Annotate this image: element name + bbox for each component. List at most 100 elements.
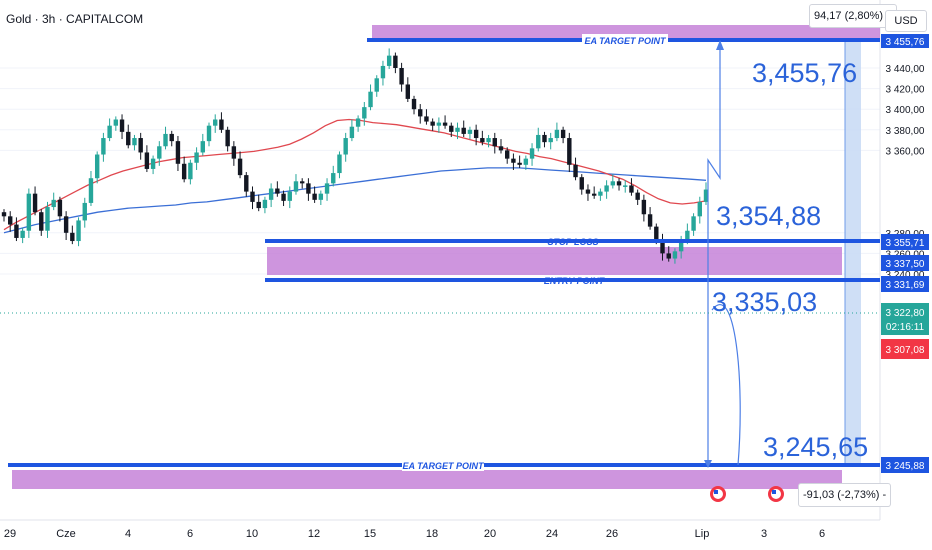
candle-body — [150, 158, 156, 169]
x-tick-label: 10 — [246, 528, 258, 540]
candle-body — [200, 141, 205, 153]
candle-body — [560, 129, 566, 139]
price-tags: 3 455,76 3 355,71 3 337,50 3 331,69 3 32… — [881, 34, 929, 473]
tag-current-price-text: 3 322,80 — [886, 308, 925, 319]
candle-body — [666, 253, 671, 259]
candle-body — [82, 202, 87, 221]
candle-body — [554, 129, 560, 139]
tag-stop-loss — [881, 234, 929, 250]
candle-body — [697, 201, 702, 217]
entry-zone — [267, 247, 842, 275]
y-tick-label: 3 380,00 — [886, 126, 925, 137]
us-flag-event-icon[interactable] — [710, 486, 726, 502]
candle-body — [250, 191, 255, 202]
candle-body — [299, 181, 305, 184]
candle-body — [678, 241, 684, 252]
candle-body — [225, 129, 230, 147]
candle-body — [585, 189, 591, 194]
candle-body — [213, 119, 218, 126]
candle-body — [511, 158, 516, 163]
candle-body — [529, 148, 535, 159]
tag-countdown-text: 02:16:11 — [886, 322, 925, 333]
candle-body — [206, 125, 212, 142]
candle-body — [374, 78, 379, 92]
candle-body — [548, 138, 553, 143]
candle-body — [498, 146, 504, 151]
candle-body — [331, 173, 336, 184]
candle-body — [244, 175, 249, 192]
candle-body — [616, 181, 622, 186]
candle-body — [399, 68, 404, 85]
candle-body — [405, 84, 411, 99]
candle-body — [672, 251, 678, 259]
candle-body — [411, 98, 417, 110]
y-tick-label: 3 260,00 — [886, 249, 925, 260]
level-label-target-top: EA TARGET POINT — [585, 36, 668, 46]
tag-entry — [881, 276, 929, 292]
candle-body — [368, 91, 373, 108]
candle-body — [268, 188, 274, 200]
candle-body — [157, 146, 162, 159]
candle-body — [256, 201, 261, 209]
candle-body — [442, 122, 448, 126]
x-tick-label: 15 — [364, 528, 376, 540]
measure-label-bottom: -91,03 (-2,73%) - — [798, 483, 892, 507]
x-tick-label: 12 — [308, 528, 320, 540]
candle-body — [39, 212, 44, 231]
big-label-target-top: 3,455,76 — [752, 58, 857, 88]
big-label-entry: 3,335,03 — [712, 287, 817, 317]
tag-target-top-text: 3 455,76 — [886, 37, 925, 48]
candle-body — [318, 193, 324, 200]
candle-body — [287, 191, 292, 201]
candle-body — [573, 164, 578, 178]
tag-target-top — [881, 34, 929, 48]
candle-body — [691, 216, 696, 231]
projection-path-down — [711, 303, 741, 466]
x-tick-label: Lip — [695, 528, 710, 540]
candle-body — [281, 193, 286, 201]
candle-body — [275, 188, 280, 194]
tag-zone — [881, 255, 929, 271]
candle-body — [101, 138, 106, 155]
candle-body — [113, 119, 119, 126]
candle-body — [119, 119, 125, 132]
candle-body — [181, 163, 187, 180]
ema-slow-line — [3, 167, 707, 234]
tag-low-text: 3 307,08 — [886, 345, 925, 356]
candle-body — [355, 118, 361, 127]
candle-layer — [1, 48, 709, 264]
candle-body — [486, 138, 491, 143]
candle-body — [362, 107, 367, 119]
candle-body — [107, 125, 112, 139]
currency-button[interactable]: USD — [885, 10, 927, 32]
tag-target-bottom — [881, 457, 929, 473]
x-tick-label: 18 — [426, 528, 438, 540]
arrow-down-icon — [704, 460, 712, 468]
x-tick-label: 3 — [761, 528, 767, 540]
candle-body — [20, 230, 25, 238]
candle-body — [703, 189, 709, 202]
ema-layer — [3, 118, 707, 234]
candle-body — [591, 193, 597, 196]
candle-body — [306, 183, 311, 194]
x-tick-label: 29 — [4, 528, 16, 540]
chart-title: Gold · 3h · CAPITALCOM — [6, 12, 144, 26]
bottom-target-zone — [12, 470, 842, 489]
candle-body — [343, 138, 348, 155]
candle-body — [654, 226, 659, 239]
us-flag-event-icon[interactable] — [768, 486, 784, 502]
level-label-entry: ENTRY POINT — [544, 276, 606, 286]
candle-body — [430, 121, 435, 126]
candle-body — [461, 127, 466, 134]
level-label-target-bottom: EA TARGET POINT — [403, 461, 486, 471]
candle-body — [641, 199, 647, 215]
candle-body — [14, 224, 19, 238]
x-tick-label: 6 — [187, 528, 193, 540]
y-tick-label: 3 400,00 — [886, 105, 925, 116]
candle-body — [604, 185, 609, 192]
candle-body — [536, 134, 541, 149]
candle-body — [635, 192, 640, 200]
tag-low — [881, 339, 929, 359]
candle-body — [610, 181, 616, 186]
